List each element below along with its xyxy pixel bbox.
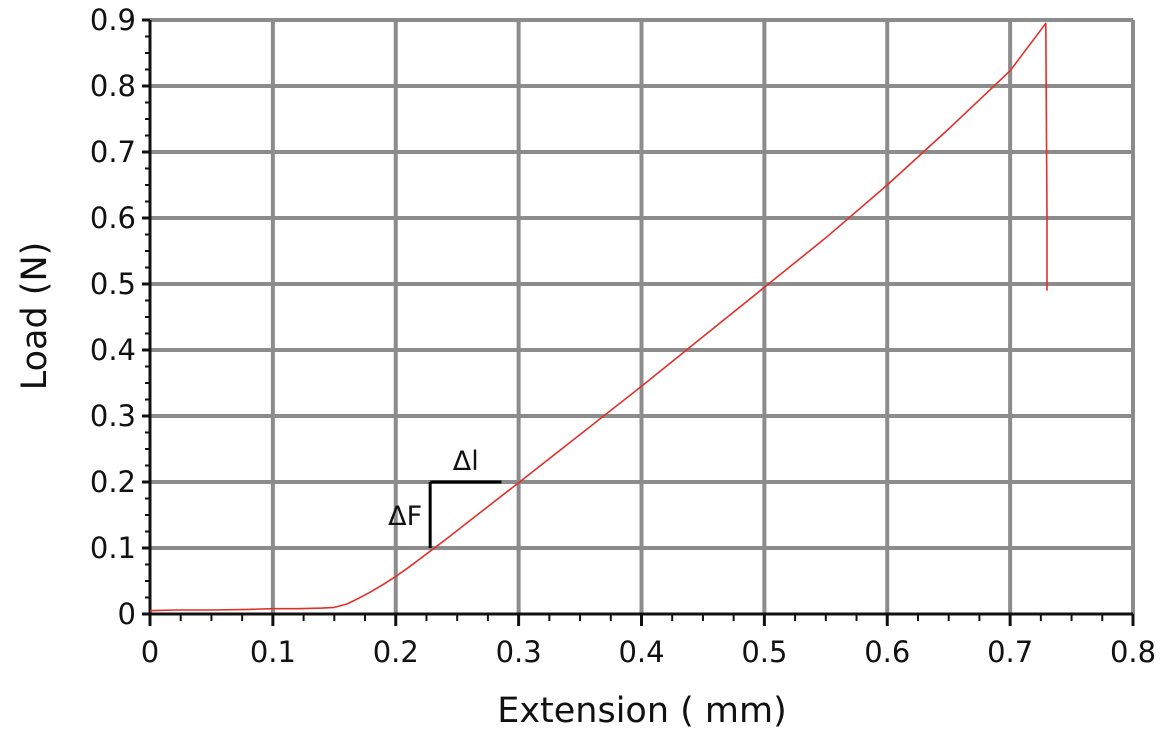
- series-layer: [149, 22, 1048, 612]
- x-tick-label: 0.6: [864, 635, 910, 669]
- major-grid: [150, 18, 1135, 614]
- x-tick-label: 0: [141, 635, 159, 669]
- x-tick-label: 0.5: [741, 635, 787, 669]
- y-tick-label: 0.9: [90, 3, 136, 37]
- load-extension-curve: [149, 22, 1048, 612]
- tick-marks: [142, 18, 1135, 626]
- x-tick-labels: 0 0.1 0.2 0.3 0.4 0.5 0.6 0.7 0.8: [141, 635, 1156, 669]
- y-tick-label: 0.1: [90, 531, 136, 565]
- x-tick-label: 0.7: [987, 635, 1033, 669]
- x-tick-label: 0.3: [496, 635, 542, 669]
- y-tick-label: 0: [118, 597, 136, 631]
- x-tick-label: 0.8: [1110, 635, 1156, 669]
- y-tick-label: 0.3: [90, 399, 136, 433]
- y-tick-label: 0.4: [90, 333, 136, 367]
- delta-l-label: Δl: [453, 446, 479, 477]
- x-tick-label: 0.2: [373, 635, 419, 669]
- y-tick-label: 0.8: [90, 69, 136, 103]
- x-axis-title: Extension ( mm): [497, 691, 787, 731]
- y-tick-label: 0.2: [90, 465, 136, 499]
- y-tick-labels: 0 0.1 0.2 0.3 0.4 0.5 0.6 0.7 0.8 0.9: [90, 3, 136, 631]
- x-tick-label: 0.4: [618, 635, 664, 669]
- x-tick-label: 0.1: [250, 635, 296, 669]
- annotation-layer: Δl ΔF: [388, 446, 502, 548]
- delta-f-label: ΔF: [388, 501, 422, 532]
- y-tick-label: 0.6: [90, 201, 136, 235]
- y-axis-title: Load (N): [15, 242, 55, 391]
- y-tick-label: 0.7: [90, 135, 136, 169]
- y-tick-label: 0.5: [90, 267, 136, 301]
